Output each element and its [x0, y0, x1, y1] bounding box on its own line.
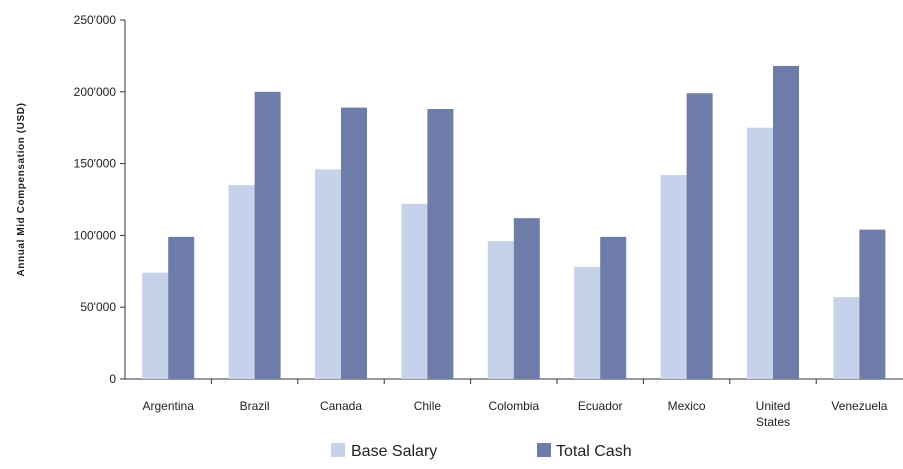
bar-total-cash [341, 107, 367, 379]
bar-base-salary [574, 266, 601, 379]
legend-swatch [537, 443, 551, 457]
bar-base-salary [747, 127, 773, 379]
x-tick-label: Ecuador [578, 399, 623, 413]
x-tick-label: Colombia [488, 399, 539, 413]
bar-total-cash [427, 109, 454, 380]
x-tick-label: Brazil [240, 399, 270, 413]
legend-swatch [331, 443, 345, 457]
bar-base-salary [401, 203, 428, 379]
bar-total-cash [686, 93, 713, 380]
bar-total-cash [168, 236, 195, 379]
y-tick-label: 100'000 [74, 228, 117, 242]
x-tick-label: Chile [414, 399, 442, 413]
bar-total-cash [254, 91, 281, 380]
x-tick-label: Venezuela [831, 399, 887, 413]
bar-base-salary [487, 241, 514, 379]
bar-base-salary [142, 272, 169, 379]
x-tick-label: Argentina [143, 399, 195, 413]
y-tick-label: 50'000 [80, 300, 116, 314]
x-tick-label: United [756, 399, 791, 413]
x-tick-label: Canada [320, 399, 362, 413]
bar-total-cash [600, 236, 627, 379]
y-tick-label: 250'000 [74, 13, 117, 27]
y-tick-label: 0 [109, 372, 116, 386]
bar-base-salary [315, 169, 341, 379]
x-tick-label: States [756, 415, 790, 429]
bar-total-cash [859, 229, 886, 379]
bar-total-cash [513, 218, 540, 379]
bar-base-salary [833, 297, 860, 379]
x-tick-label: Mexico [668, 399, 706, 413]
bar-base-salary [228, 185, 255, 379]
legend-label: Total Cash [556, 443, 632, 460]
legend-label: Base Salary [351, 443, 437, 460]
y-tick-label: 150'000 [74, 157, 117, 171]
y-axis-label: Annual Mid Compensation (USD) [16, 102, 27, 276]
y-tick-label: 200'000 [74, 85, 117, 99]
bar-total-cash [773, 65, 799, 380]
bar-base-salary [660, 175, 687, 379]
